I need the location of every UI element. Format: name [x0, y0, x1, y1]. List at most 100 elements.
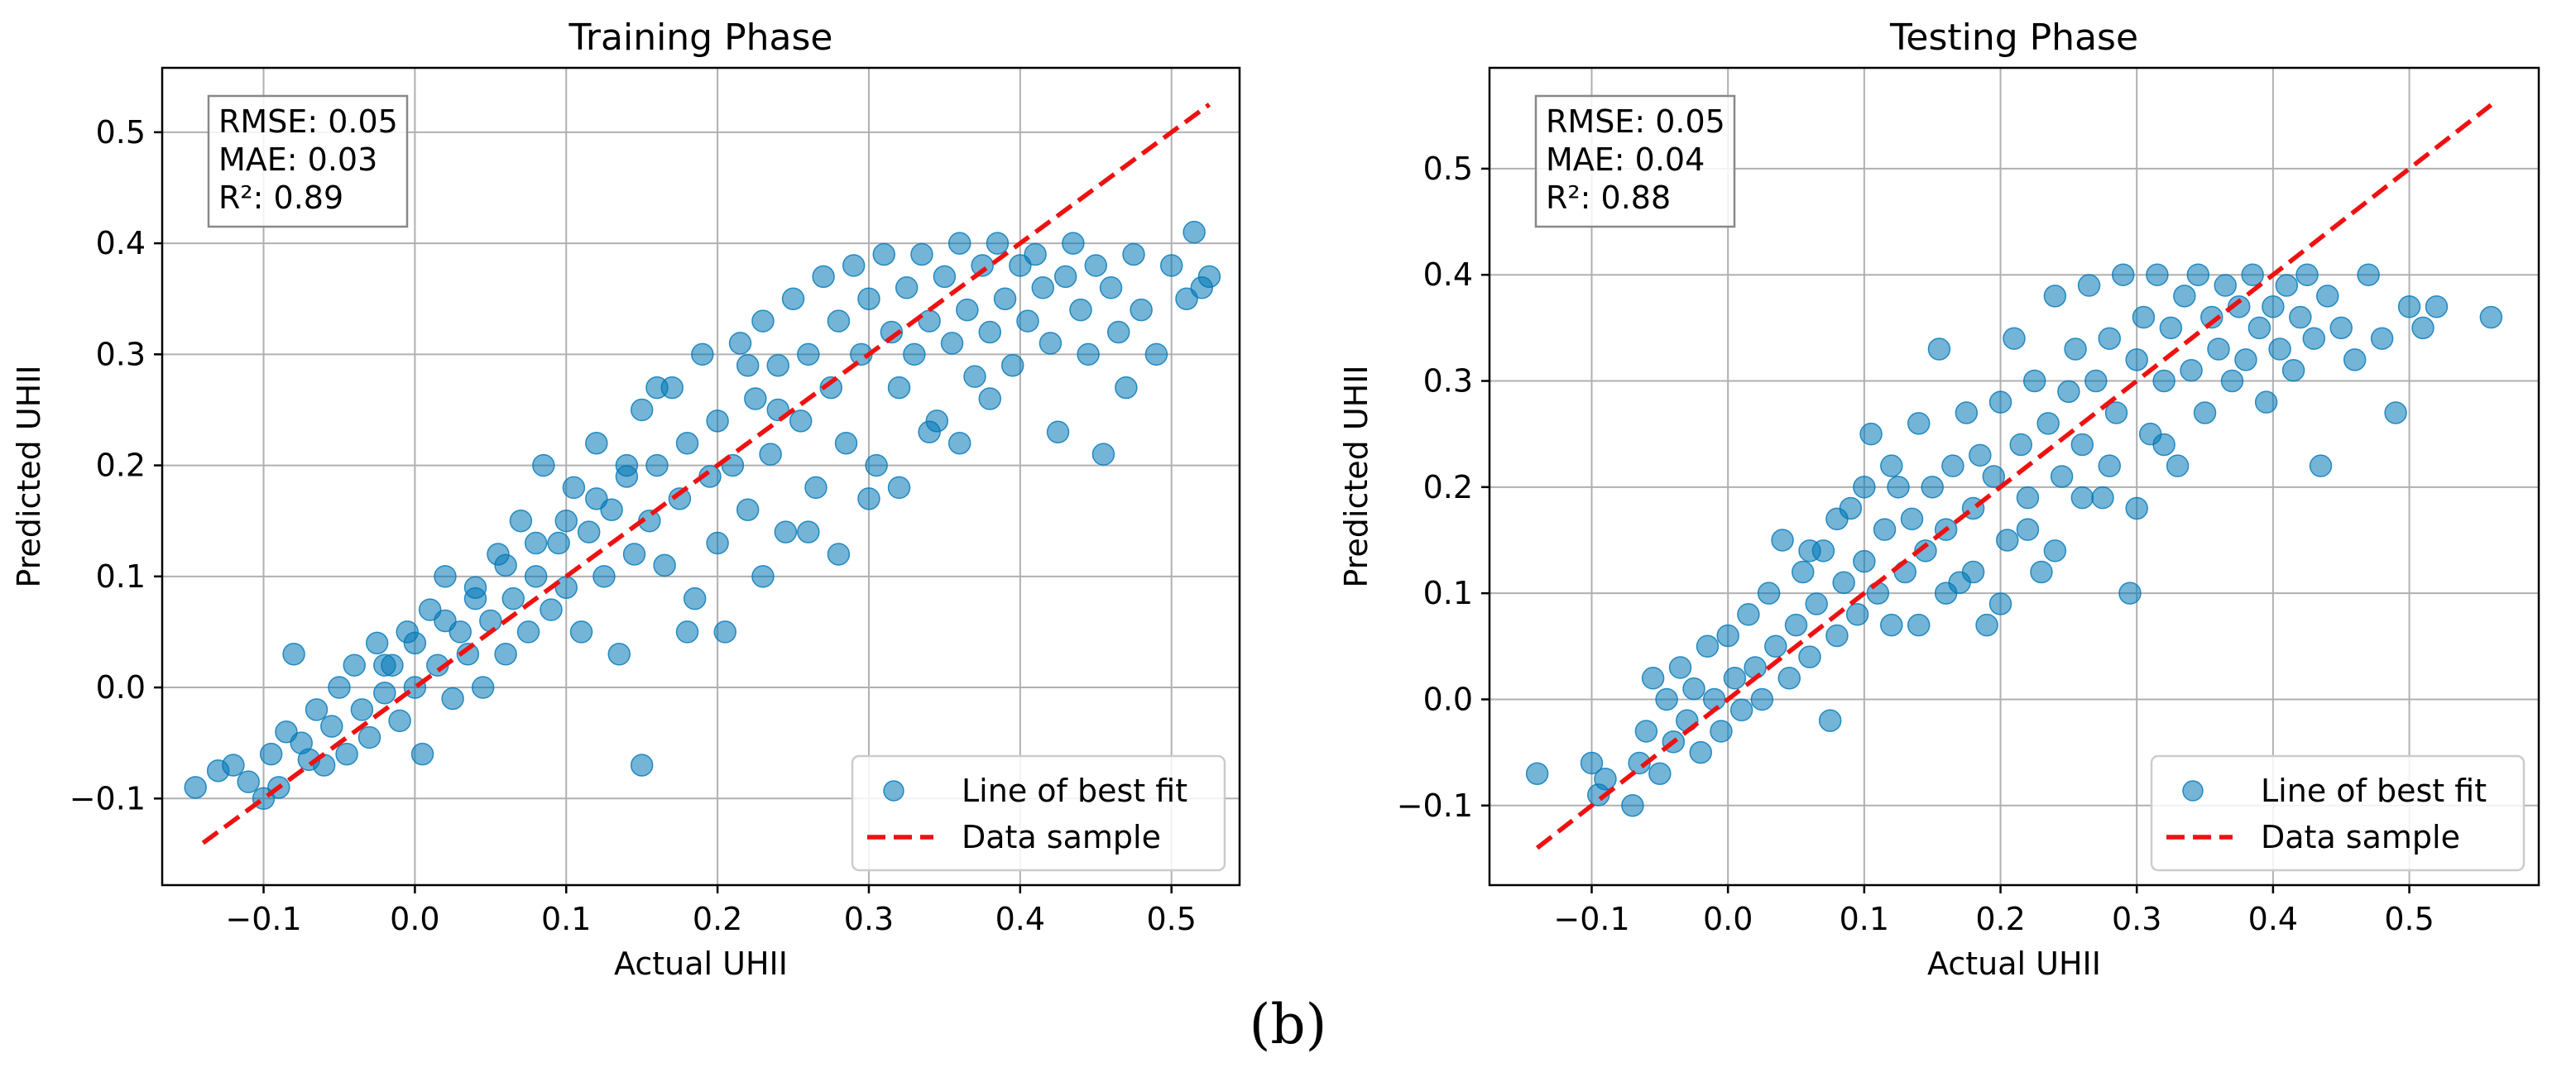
testing-phase-chart: −0.1 0.0 0.1 0.2 0.3 0.4 0.5 −0.1 0.0 0.1 0.2 0.3 0.… — [1338, 17, 2540, 982]
data-point — [585, 487, 608, 510]
data-point — [494, 553, 517, 577]
data-point — [1716, 624, 1739, 648]
data-point — [509, 509, 533, 533]
data-point — [963, 365, 986, 388]
stats-box-frame — [1534, 94, 1736, 228]
data-point — [305, 698, 329, 721]
data-point — [2098, 454, 2122, 477]
data-point — [1641, 667, 1665, 690]
data-point — [1873, 518, 1897, 541]
data-point — [222, 754, 245, 777]
data-point — [1880, 454, 1903, 477]
legend-label-line: Data sample — [2261, 819, 2460, 855]
data-point — [1091, 443, 1115, 466]
data-point — [403, 631, 427, 655]
x-tick-label: 0.0 — [390, 901, 439, 937]
stats-line: MAE: 0.04 — [1546, 141, 1705, 178]
x-tick-label: 0.5 — [2384, 901, 2434, 937]
x-tick-label: 0.2 — [693, 901, 742, 937]
data-point — [1798, 539, 1821, 563]
data-point — [1907, 412, 1931, 435]
x-tick-label: 0.4 — [995, 901, 1045, 937]
y-tick-label: −0.1 — [1397, 788, 1473, 824]
data-point — [751, 309, 775, 333]
data-point — [577, 520, 601, 543]
data-point — [1934, 582, 1958, 605]
data-point — [675, 620, 699, 644]
y-tick-label: −0.1 — [70, 780, 146, 816]
data-point — [1628, 751, 1651, 775]
data-point — [630, 398, 654, 422]
data-point — [842, 254, 866, 277]
data-point — [812, 265, 835, 289]
data-point — [2186, 263, 2210, 286]
data-point — [918, 309, 941, 333]
dashed-fit-line — [201, 103, 1211, 845]
data-point — [2275, 274, 2299, 297]
data-point — [456, 643, 480, 666]
y-tick-label: 0.1 — [1423, 575, 1473, 611]
data-point — [1771, 529, 1794, 552]
data-point — [2180, 358, 2203, 382]
data-point — [1757, 582, 1781, 605]
data-point — [1016, 309, 1039, 333]
data-point — [554, 509, 578, 533]
data-point — [615, 453, 639, 477]
stats-line: R²: 0.88 — [1546, 180, 1671, 216]
data-point — [1921, 476, 1944, 499]
data-point — [2077, 274, 2101, 297]
data-point — [2036, 412, 2060, 435]
data-point — [2043, 539, 2067, 563]
data-point — [1053, 265, 1077, 289]
data-point — [1046, 420, 1070, 444]
data-point — [2425, 294, 2449, 318]
y-tick-label: 0.4 — [96, 225, 146, 261]
data-point — [479, 609, 502, 633]
data-point — [691, 342, 714, 366]
data-point — [1927, 338, 1951, 361]
data-point — [2329, 316, 2353, 340]
data-point — [653, 553, 676, 577]
data-point — [797, 342, 820, 366]
data-point — [1634, 720, 1658, 743]
legend-marker-scatter — [2182, 780, 2204, 802]
data-point — [2104, 401, 2128, 424]
legend-frame — [2150, 754, 2526, 872]
data-point — [2262, 294, 2285, 318]
data-point — [2003, 327, 2026, 350]
data-point — [2057, 380, 2080, 404]
data-point — [1099, 276, 1123, 299]
data-point — [350, 698, 374, 721]
data-point — [2370, 327, 2394, 350]
y-tick-label: 0.2 — [96, 448, 146, 484]
data-point — [2159, 316, 2183, 340]
data-point — [2254, 390, 2278, 414]
data-point — [184, 776, 207, 799]
data-point — [343, 654, 366, 677]
data-point — [759, 443, 782, 466]
data-point — [1122, 242, 1145, 266]
data-point — [2343, 348, 2367, 371]
data-point — [2070, 433, 2094, 457]
x-tick-label: 0.3 — [844, 901, 894, 937]
legend: Line of best fit Data sample — [851, 754, 1226, 872]
data-point — [1106, 320, 1130, 344]
y-tick-label: 0.4 — [1423, 256, 1473, 293]
data-point — [728, 332, 752, 355]
data-point — [1580, 751, 1604, 775]
data-point — [1825, 624, 1849, 648]
data-point — [471, 676, 495, 699]
data-point — [1941, 454, 1964, 477]
data-point — [819, 376, 843, 400]
data-point — [940, 332, 964, 355]
data-point — [1655, 687, 1678, 711]
data-point — [2118, 582, 2142, 605]
x-axis-label: Actual UHII — [614, 946, 788, 982]
data-point — [956, 298, 979, 322]
data-point — [554, 576, 578, 599]
data-point — [774, 520, 798, 543]
data-point — [2214, 274, 2237, 297]
data-point — [1062, 232, 1085, 255]
stats-line: R²: 0.89 — [218, 180, 343, 216]
